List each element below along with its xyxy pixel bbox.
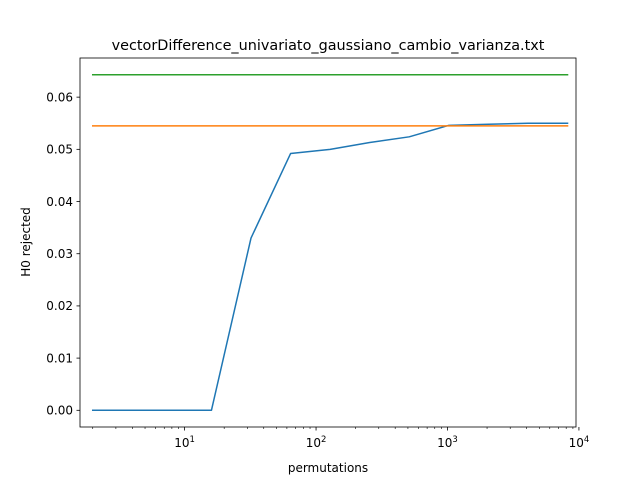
y-tick-label: 0.00: [46, 404, 73, 418]
plot-frame: [79, 57, 577, 428]
y-tick-label: 0.05: [46, 143, 73, 157]
chart-title: vectorDifference_univariato_gaussiano_ca…: [112, 38, 545, 54]
series-layer: [91, 73, 569, 412]
y-tick-label: 0.02: [46, 299, 73, 313]
y-axis-label: H0 rejected: [19, 207, 33, 277]
y-tick-label: 0.03: [46, 247, 73, 261]
y-tick-label: 0.06: [46, 90, 73, 104]
y-tick-label: 0.04: [46, 195, 73, 209]
series-line-1: [91, 122, 569, 412]
x-axis-label: permutations: [288, 461, 368, 475]
y-tick-label: 0.01: [46, 351, 73, 365]
